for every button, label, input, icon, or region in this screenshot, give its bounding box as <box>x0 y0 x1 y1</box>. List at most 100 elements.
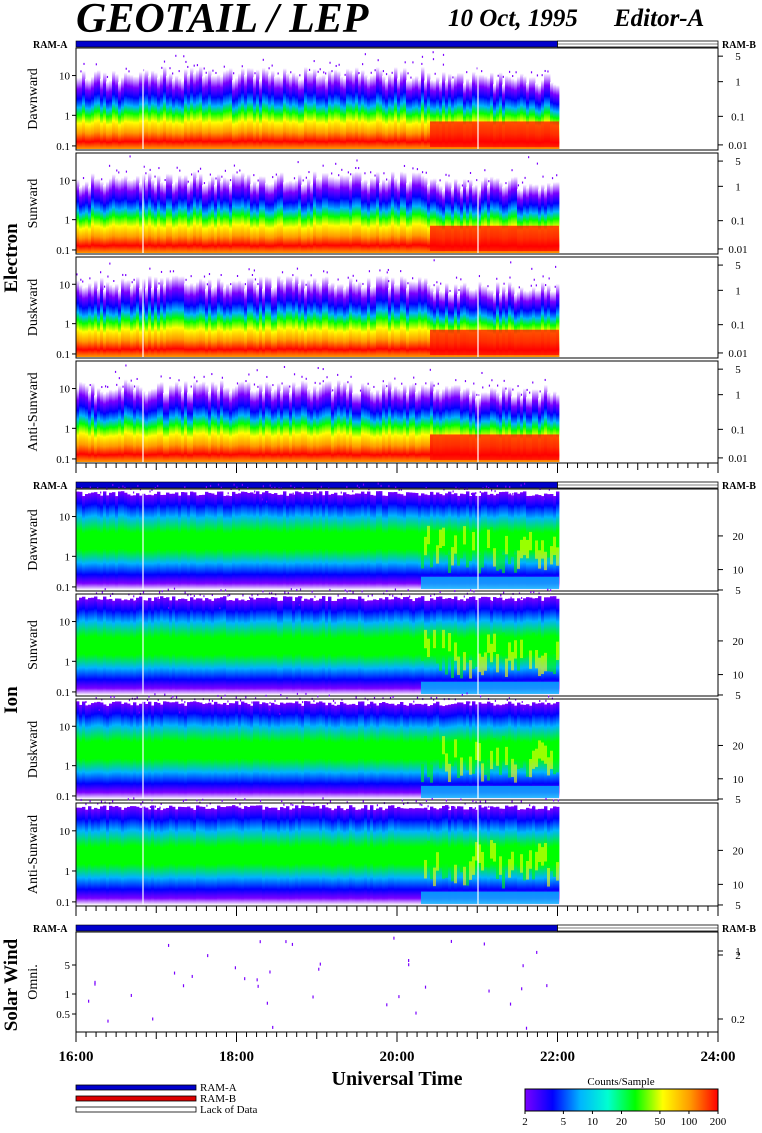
spectrogram-column <box>343 810 347 905</box>
spectrogram-column <box>241 701 245 799</box>
spectrogram-column <box>373 703 377 799</box>
spectrogram-feature <box>442 785 445 798</box>
spectrogram-column <box>109 492 113 590</box>
spectrogram-column <box>319 701 323 799</box>
spectrogram-speck <box>290 803 292 806</box>
spectrogram-feature <box>430 637 433 656</box>
spectrogram-feature <box>496 747 499 766</box>
spectrogram-column <box>136 76 140 149</box>
spectrogram-column <box>223 177 227 253</box>
spectrogram-feature <box>517 121 520 147</box>
spectrogram-column <box>469 807 473 905</box>
spectrogram-column <box>436 284 440 357</box>
spectrogram-speck <box>100 800 103 803</box>
solar-wind-mark <box>167 943 170 947</box>
spectrogram-speck <box>478 394 480 397</box>
solar-wind-mark <box>415 1011 417 1015</box>
spectrogram-column <box>358 596 362 695</box>
spectrogram-column <box>355 67 359 149</box>
spectrogram-speck <box>503 591 505 594</box>
spectrogram-column <box>199 173 203 253</box>
spectrogram-speck <box>361 590 363 593</box>
spectrogram-speck <box>334 701 336 704</box>
solar-wind-mark <box>291 942 294 946</box>
spectrogram-speck <box>190 173 193 176</box>
spectrogram-column <box>259 79 263 149</box>
spectrogram-speck <box>236 171 238 174</box>
spectrogram-feature <box>457 759 460 778</box>
spectrogram-feature <box>505 746 508 766</box>
spectrogram-column <box>172 183 176 253</box>
spectrogram-column <box>289 276 293 357</box>
spectrogram-feature <box>553 536 556 556</box>
ram-a-label-0: RAM-A <box>33 40 68 51</box>
spectrogram-feature <box>547 225 550 251</box>
spectrogram-feature <box>532 576 535 589</box>
spectrogram-column <box>202 280 206 357</box>
spectrogram-speck <box>427 805 429 808</box>
spectrogram-feature <box>514 121 517 147</box>
spectrogram-feature <box>526 785 529 798</box>
spectrogram-feature <box>457 329 460 355</box>
spectrogram-feature <box>436 891 439 904</box>
spectrogram-column <box>277 704 281 799</box>
spectrogram-feature <box>451 862 454 882</box>
spectrogram-feature <box>529 759 532 778</box>
spectrogram-speck <box>203 67 205 70</box>
spectrogram-feature <box>481 656 484 676</box>
spectrogram-speck <box>241 65 243 68</box>
spectrogram-column <box>277 494 281 590</box>
spectrogram-speck <box>219 607 221 610</box>
spectrogram-speck <box>290 484 292 487</box>
spectrogram-column <box>202 381 206 462</box>
spectrogram-speck <box>329 800 332 803</box>
spectrogram-column <box>247 67 251 149</box>
spectrogram-column <box>334 600 338 695</box>
spectrogram-feature <box>430 329 433 355</box>
left-tick-label: 10 <box>59 279 71 291</box>
spectrogram-column <box>547 182 551 253</box>
spectrogram-column <box>394 385 398 462</box>
spectrogram-speck <box>292 492 294 495</box>
spectrogram-column <box>280 494 284 590</box>
spectrogram-column <box>358 75 362 149</box>
spectrogram-column <box>217 598 221 695</box>
spectrogram-column <box>337 284 341 357</box>
spectrogram-feature <box>451 785 454 798</box>
spectrogram-speck <box>149 490 151 493</box>
spectrogram-speck <box>522 708 525 711</box>
spectrogram-column <box>226 283 230 357</box>
spectrogram-speck <box>298 603 300 606</box>
spectrogram-column <box>472 71 476 149</box>
spectrogram-speck <box>337 594 339 597</box>
spectrogram-speck <box>251 701 253 704</box>
spectrogram-speck <box>247 486 249 489</box>
spectrogram-column <box>223 807 227 905</box>
spectrogram-column <box>358 281 362 357</box>
spectrogram-feature <box>436 645 439 664</box>
spectrogram-column <box>145 69 149 149</box>
spectrogram-column <box>346 285 350 357</box>
spectrogram-speck <box>104 588 106 591</box>
spectrogram-column <box>205 703 209 799</box>
spectrogram-column <box>529 705 533 799</box>
spectrogram-speck <box>313 60 315 63</box>
spectrogram-speck <box>352 490 354 493</box>
spectrogram-speck <box>245 380 247 383</box>
spectrogram-speck <box>497 384 499 387</box>
spectrogram-feature <box>493 843 496 862</box>
spectrogram-feature <box>493 434 496 460</box>
spectrogram-column <box>469 395 473 462</box>
spectrogram-column <box>226 178 230 253</box>
spectrogram-column <box>268 184 272 253</box>
spectrogram-speck <box>510 596 512 599</box>
ram-a-status-bar-1 <box>75 481 558 489</box>
spectrogram-speck <box>299 588 302 591</box>
spectrogram-column <box>310 183 314 253</box>
spectrogram-column <box>364 805 368 905</box>
spectrogram-speck <box>164 178 166 181</box>
spectrogram-column <box>133 600 137 695</box>
spectrogram-column <box>412 172 416 253</box>
spectrogram-column <box>514 294 518 357</box>
spectrogram-speck <box>374 174 376 177</box>
